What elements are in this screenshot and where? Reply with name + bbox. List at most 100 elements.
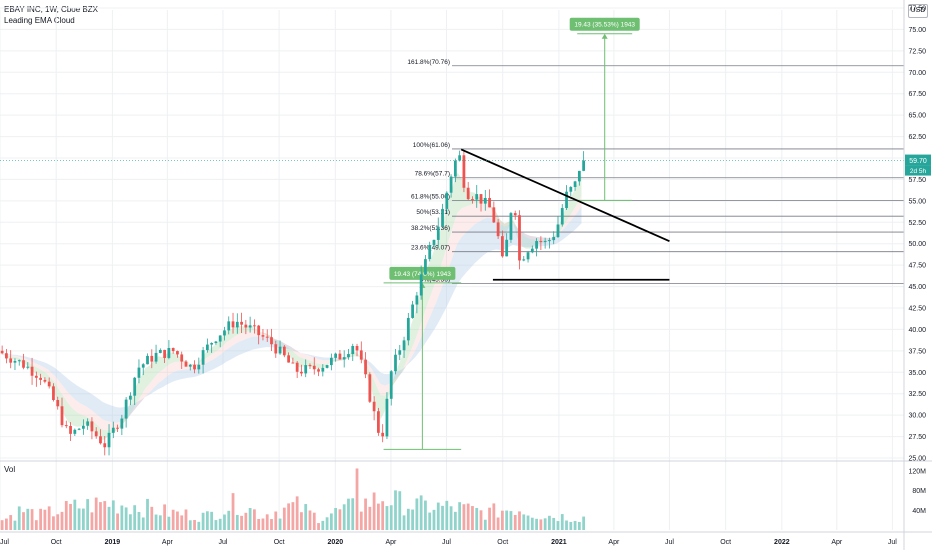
volume-bar-100 — [428, 512, 432, 530]
candle-body-134 — [573, 181, 577, 188]
measure-tools: 19.43 (74.6%) 1943 19.43 (35.53%) 1943 — [383, 17, 640, 450]
volume-bar-30 — [129, 514, 132, 530]
candle-body-128 — [548, 240, 551, 242]
volume-bar-11 — [47, 506, 51, 530]
volume-bar-5 — [22, 512, 25, 530]
candle-body-65 — [278, 346, 282, 354]
volume-bar-35 — [150, 506, 154, 530]
candle-body-82 — [351, 345, 355, 355]
candle-body-30 — [129, 395, 132, 400]
currency-button[interactable]: USD — [908, 4, 928, 18]
candle-body-61 — [261, 335, 265, 337]
time-tick-4: Jul — [218, 539, 227, 546]
candle-body-62 — [265, 336, 269, 338]
candle-body-47 — [201, 350, 205, 365]
candle-body-6 — [26, 366, 30, 368]
candle-body-39 — [167, 347, 171, 358]
candle-body-10 — [43, 379, 47, 382]
price-tick-19: 30.00 — [908, 413, 926, 420]
candle-body-90 — [385, 398, 389, 437]
candle-body-108 — [462, 155, 466, 188]
time-tick-5: Oct — [274, 539, 285, 546]
volume-bar-119 — [509, 511, 513, 530]
volume-bar-61 — [261, 518, 265, 530]
candle-body-135 — [577, 170, 581, 182]
volume-bar-23 — [99, 502, 102, 530]
volume-bars — [0, 468, 586, 530]
candle-body-73 — [312, 365, 316, 370]
volume-bar-42 — [180, 515, 184, 530]
volume-tick-2: 40M — [912, 508, 926, 515]
volume-bar-84 — [359, 511, 363, 530]
volume-bar-90 — [385, 506, 389, 530]
candle-body-58 — [248, 325, 252, 328]
price-tick-11: 50.00 — [908, 241, 926, 248]
time-tick-6: 2020 — [328, 539, 344, 546]
candle-body-23 — [99, 436, 102, 444]
volume-bar-128 — [548, 515, 551, 530]
candle-body-35 — [150, 355, 154, 362]
candle-body-67 — [287, 355, 290, 363]
price-tick-14: 42.50 — [908, 306, 926, 313]
candle-body-132 — [565, 191, 568, 209]
candle-body-49 — [210, 343, 214, 345]
volume-bar-132 — [565, 520, 568, 530]
price-tick-20: 27.50 — [908, 434, 926, 441]
volume-bar-83 — [355, 468, 359, 530]
volume-bar-19 — [81, 508, 85, 530]
volume-bar-125 — [535, 518, 538, 530]
candle-body-54 — [231, 321, 235, 328]
indicator-label[interactable]: Leading EMA Cloud — [4, 16, 75, 25]
volume-bar-62 — [265, 514, 269, 530]
candle-body-52 — [223, 330, 226, 336]
volume-bar-49 — [210, 511, 214, 530]
volume-bar-39 — [167, 516, 171, 530]
candle-body-89 — [381, 432, 385, 437]
candle-body-91 — [389, 371, 393, 399]
symbol-title: EBAY INC, 1W, Cboe BZX — [4, 5, 98, 14]
volume-bar-26 — [111, 500, 115, 530]
grid-lines — [0, 7, 904, 530]
volume-bar-89 — [381, 501, 385, 530]
candle-body-69 — [295, 362, 299, 372]
volume-bar-57 — [244, 512, 248, 530]
candle-body-44 — [188, 364, 192, 367]
volume-bar-131 — [560, 514, 564, 530]
volume-bar-110 — [471, 506, 474, 530]
volume-bar-43 — [184, 509, 188, 530]
volume-bar-31 — [133, 505, 137, 530]
candle-body-21 — [90, 421, 94, 432]
volume-bar-111 — [475, 507, 479, 530]
volume-bar-18 — [77, 508, 81, 530]
volume-bar-93 — [398, 491, 402, 530]
volume-bar-52 — [223, 514, 226, 530]
volume-bar-21 — [90, 512, 94, 530]
volume-bar-108 — [462, 504, 466, 530]
price-tick-6: 62.50 — [908, 134, 926, 141]
candle-body-83 — [355, 345, 359, 351]
volume-bar-67 — [287, 503, 290, 530]
candle-body-93 — [398, 350, 402, 355]
volume-bar-1 — [5, 518, 8, 530]
volume-bar-112 — [479, 510, 483, 530]
volume-bar-104 — [445, 500, 449, 530]
volume-bar-76 — [325, 517, 329, 530]
volume-label: Vol — [4, 465, 15, 474]
candle-body-8 — [34, 375, 38, 378]
volume-bar-115 — [492, 503, 496, 530]
ema-cloud — [0, 172, 582, 441]
volume-bar-65 — [278, 518, 282, 530]
candle-body-92 — [394, 354, 397, 372]
volume-bar-50 — [214, 520, 218, 530]
volume-bar-79 — [338, 509, 342, 530]
candle-body-123 — [526, 252, 530, 260]
candle-body-97 — [415, 295, 419, 305]
candle-body-12 — [52, 386, 55, 401]
price-tick-3: 70.00 — [908, 70, 926, 77]
candle-body-133 — [569, 187, 573, 192]
candle-body-13 — [56, 400, 60, 407]
candle-body-79 — [338, 353, 342, 360]
candle-body-25 — [107, 432, 111, 448]
time-tick-7: Apr — [385, 539, 397, 546]
